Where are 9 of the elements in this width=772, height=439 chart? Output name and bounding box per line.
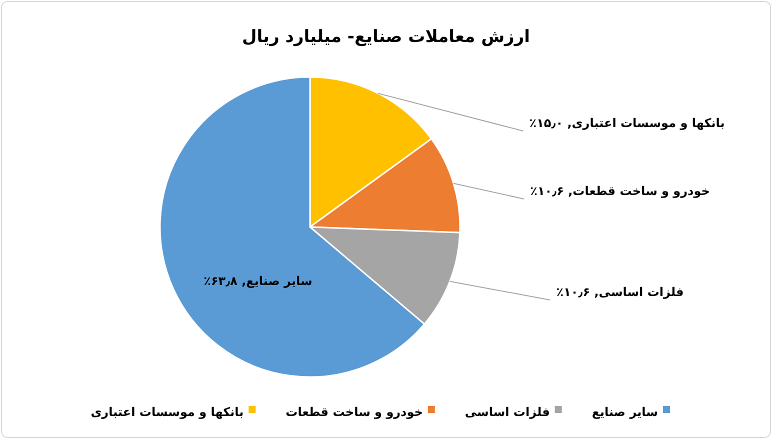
legend-label: فلزات اساسی — [464, 405, 550, 419]
chart-title: ارزش معاملات صنایع- میلیارد ریال — [242, 27, 530, 47]
data-label: سایر صنایع, ۶۳٫۸٪ — [204, 274, 312, 288]
data-label: بانکها و موسسات اعتباری, ۱۵٫۰٪ — [529, 116, 725, 130]
data-label: فلزات اساسی, ۱۰٫۶٪ — [556, 285, 684, 299]
legend-label: خودرو و ساخت قطعات — [286, 405, 423, 419]
legend-label: بانکها و موسسات اعتباری — [90, 405, 244, 419]
data-label: خودرو و ساخت قطعات, ۱۰٫۶٪ — [530, 184, 710, 198]
legend-label: سایر صنایع — [592, 405, 658, 419]
